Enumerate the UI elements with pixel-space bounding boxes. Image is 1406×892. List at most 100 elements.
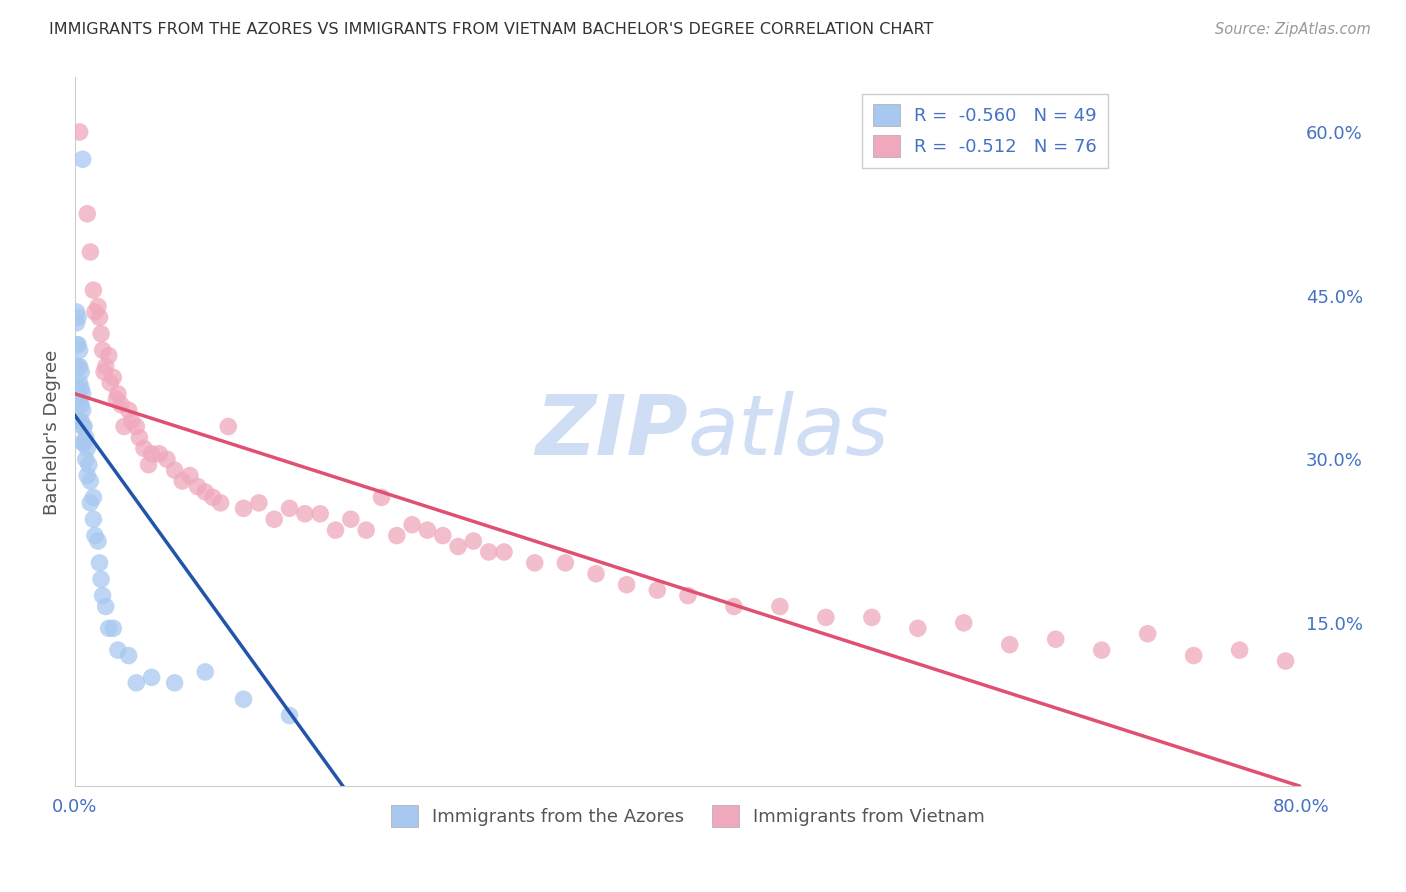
Point [141, 447, 163, 461]
Point [98, 376, 121, 390]
Point [67, 381, 90, 395]
Point [676, 589, 699, 603]
Point [416, 523, 439, 537]
Point [69, 343, 91, 358]
Point [194, 665, 217, 679]
Text: Source: ZipAtlas.com: Source: ZipAtlas.com [1215, 22, 1371, 37]
Point [69, 125, 91, 139]
Point [163, 676, 186, 690]
Point [645, 583, 668, 598]
Point [179, 468, 201, 483]
Point [103, 621, 125, 635]
Point [263, 512, 285, 526]
Point [523, 556, 546, 570]
Point [72, 386, 94, 401]
Point [70, 381, 93, 395]
Point [217, 419, 239, 434]
Point [75, 430, 97, 444]
Point [814, 610, 837, 624]
Point [69, 359, 91, 374]
Point [1320, 638, 1343, 652]
Point [385, 528, 408, 542]
Point [232, 692, 254, 706]
Point [72, 419, 94, 434]
Point [194, 485, 217, 500]
Point [69, 376, 91, 390]
Point [79, 244, 101, 259]
Point [79, 496, 101, 510]
Point [187, 479, 209, 493]
Point [132, 442, 155, 456]
Point [478, 545, 501, 559]
Point [103, 370, 125, 384]
Text: IMMIGRANTS FROM THE AZORES VS IMMIGRANTS FROM VIETNAM BACHELOR'S DEGREE CORRELAT: IMMIGRANTS FROM THE AZORES VS IMMIGRANTS… [49, 22, 934, 37]
Point [585, 566, 607, 581]
Point [325, 523, 347, 537]
Point [70, 365, 93, 379]
Point [84, 305, 107, 319]
Text: atlas: atlas [688, 392, 890, 473]
Point [90, 572, 112, 586]
Point [432, 528, 454, 542]
Point [294, 507, 316, 521]
Point [952, 615, 974, 630]
Point [1367, 670, 1389, 684]
Point [163, 463, 186, 477]
Point [278, 708, 301, 723]
Point [70, 398, 93, 412]
Point [91, 343, 114, 358]
Point [65, 305, 87, 319]
Point [65, 337, 87, 351]
Point [340, 512, 363, 526]
Point [1136, 626, 1159, 640]
Point [141, 670, 163, 684]
Point [447, 540, 470, 554]
Point [1045, 632, 1067, 647]
Point [117, 648, 139, 663]
Point [65, 316, 87, 330]
Point [1182, 648, 1205, 663]
Point [309, 507, 332, 521]
Point [494, 545, 516, 559]
Point [1091, 643, 1114, 657]
Point [107, 643, 129, 657]
Point [67, 359, 90, 374]
Point [125, 676, 148, 690]
Point [209, 496, 232, 510]
Point [110, 398, 132, 412]
Point [94, 359, 117, 374]
Point [121, 414, 143, 428]
Point [65, 359, 87, 374]
Point [107, 386, 129, 401]
Point [82, 512, 104, 526]
Point [87, 300, 110, 314]
Point [75, 452, 97, 467]
Legend: Immigrants from the Azores, Immigrants from Vietnam: Immigrants from the Azores, Immigrants f… [384, 797, 993, 834]
Point [907, 621, 929, 635]
Point [82, 491, 104, 505]
Point [1398, 670, 1406, 684]
Point [1229, 643, 1251, 657]
Point [125, 419, 148, 434]
Point [73, 435, 96, 450]
Point [554, 556, 576, 570]
Point [128, 430, 150, 444]
Point [860, 610, 883, 624]
Point [998, 638, 1021, 652]
Point [278, 501, 301, 516]
Point [91, 589, 114, 603]
Point [69, 392, 91, 407]
Point [172, 474, 194, 488]
Point [112, 419, 135, 434]
Point [89, 556, 111, 570]
Point [97, 621, 120, 635]
Point [90, 326, 112, 341]
Point [72, 435, 94, 450]
Point [67, 310, 90, 325]
Point [401, 517, 423, 532]
Point [94, 599, 117, 614]
Point [463, 534, 485, 549]
Point [769, 599, 792, 614]
Y-axis label: Bachelor's Degree: Bachelor's Degree [44, 350, 60, 515]
Point [201, 491, 224, 505]
